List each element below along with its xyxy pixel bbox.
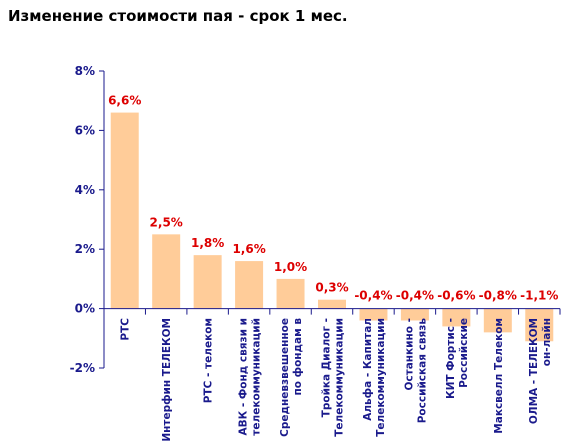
data-label: -0,4%	[396, 289, 434, 303]
data-labels-group: 6,6%2,5%1,8% 1,6%1,0%0,3%-0,4% -0,4% -0,6% -…	[108, 94, 558, 303]
x-tick-label: он-лайн	[541, 318, 553, 366]
bar	[400, 308, 429, 321]
x-tick-label: Интерфин ТЕЛЕКОМ	[161, 318, 173, 442]
data-label: -0,4%	[354, 289, 392, 303]
x-tick-label: по фондам в	[292, 318, 304, 396]
x-tick-label: телекоммуникаций	[251, 318, 263, 436]
x-tick-label: ОЛМА - ТЕЛЕКОМ	[528, 318, 540, 424]
x-tick-label: КИТ Фортис -	[445, 318, 457, 399]
bars-group	[110, 112, 554, 342]
data-label: -0,6%	[437, 289, 475, 303]
axes-group	[103, 71, 560, 368]
data-label: 1,8%	[191, 236, 224, 250]
bar	[152, 234, 181, 309]
data-label: 2,5%	[150, 215, 183, 229]
bar	[525, 308, 554, 342]
data-label: -1,1%	[520, 289, 558, 303]
y-tick-label: 8%	[75, 64, 95, 78]
bar	[359, 308, 388, 321]
x-tick-label: Средневзвешенное	[279, 318, 291, 437]
bar	[442, 308, 471, 327]
bar	[235, 261, 264, 309]
bar	[110, 112, 139, 309]
bar	[276, 278, 305, 309]
y-ticks-group: 8% 6% 4% 2% 0% -2%	[70, 64, 104, 375]
bar	[318, 299, 346, 309]
x-tick-label: Телекоммуникации	[334, 318, 346, 437]
x-tick-label: РТС	[120, 318, 132, 341]
x-tick-label: АВК - Фонд связи и	[238, 318, 250, 435]
x-tick-label: Альфа - Капитал	[362, 318, 374, 421]
x-tick-label: Максвелл Телеком	[493, 318, 505, 434]
y-tick-label: 0%	[75, 302, 95, 316]
y-tick-label: 4%	[75, 183, 95, 197]
data-label: 6,6%	[108, 94, 141, 108]
data-label: 1,0%	[274, 260, 307, 274]
y-tick-label: -2%	[70, 361, 95, 375]
data-label: -0,8%	[479, 289, 517, 303]
data-label: 1,6%	[232, 242, 265, 256]
x-tick-label: Телекоммуникации	[375, 318, 387, 437]
y-tick-label: 2%	[75, 242, 95, 256]
x-tick-label: Тройка Диалог -	[321, 318, 333, 417]
chart-title: Изменение стоимости пая - срок 1 мес.	[8, 7, 348, 25]
bar	[193, 255, 222, 309]
x-tick-label: РТС - телеком	[203, 318, 215, 403]
x-tick-label: Российская связь	[416, 318, 428, 424]
y-tick-label: 6%	[75, 123, 95, 137]
bar	[483, 308, 512, 333]
x-tick-label: Останкино -	[403, 318, 415, 391]
x-ticks-group: РТС Интерфин ТЕЛЕКОМ РТС - телеком АВК - Фо…	[103, 308, 561, 442]
data-label: 0,3%	[315, 281, 348, 295]
x-tick-label: Российские	[458, 318, 470, 388]
